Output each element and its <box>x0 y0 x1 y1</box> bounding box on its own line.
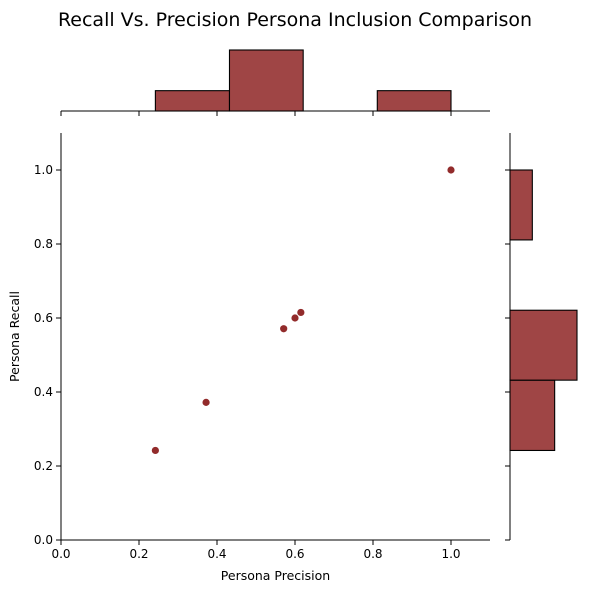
data-point <box>297 308 305 317</box>
y-tick-label: 0.6 <box>34 311 53 325</box>
top-histogram-bar <box>228 49 304 112</box>
x-tick-label: 0.2 <box>129 547 148 561</box>
y-axis-ticks: 0.0 0.2 0.4 0.6 0.8 1.0 <box>34 163 61 547</box>
x-tick-label: 1.0 <box>441 547 460 561</box>
x-tick-label: 0.6 <box>285 547 304 561</box>
x-tick-label: 0.4 <box>207 547 226 561</box>
data-point <box>202 398 210 406</box>
y-tick-label: 0.4 <box>34 385 53 399</box>
data-point <box>291 314 299 322</box>
x-axis-label: Persona Precision <box>221 568 330 583</box>
right-marginal-histogram <box>505 133 578 541</box>
top-histogram-bar <box>154 90 231 112</box>
x-tick-label: 0.8 <box>363 547 382 561</box>
data-point <box>447 166 455 174</box>
x-tick-label: 0.0 <box>51 547 70 561</box>
scatter-points <box>151 166 455 455</box>
x-axis-ticks: 0.0 0.2 0.4 0.6 0.8 1.0 <box>51 540 461 561</box>
data-point <box>280 325 288 333</box>
right-histogram-bar <box>509 379 556 452</box>
y-tick-label: 1.0 <box>34 163 53 177</box>
right-histogram-bar <box>509 169 533 241</box>
y-tick-label: 0.0 <box>34 533 53 547</box>
chart-title: Recall Vs. Precision Persona Inclusion C… <box>58 9 532 31</box>
data-point <box>151 446 159 455</box>
top-marginal-histogram <box>60 49 490 116</box>
y-tick-label: 0.2 <box>34 459 53 473</box>
top-histogram-bar <box>376 90 452 112</box>
y-tick-label: 0.8 <box>34 237 53 251</box>
scatter-axes: 0.0 0.2 0.4 0.6 0.8 1.0 0.0 0.2 0.4 0.6 0.8 1.0 <box>34 133 490 561</box>
right-histogram-bar <box>509 309 578 381</box>
y-axis-label: Persona Recall <box>7 291 22 382</box>
